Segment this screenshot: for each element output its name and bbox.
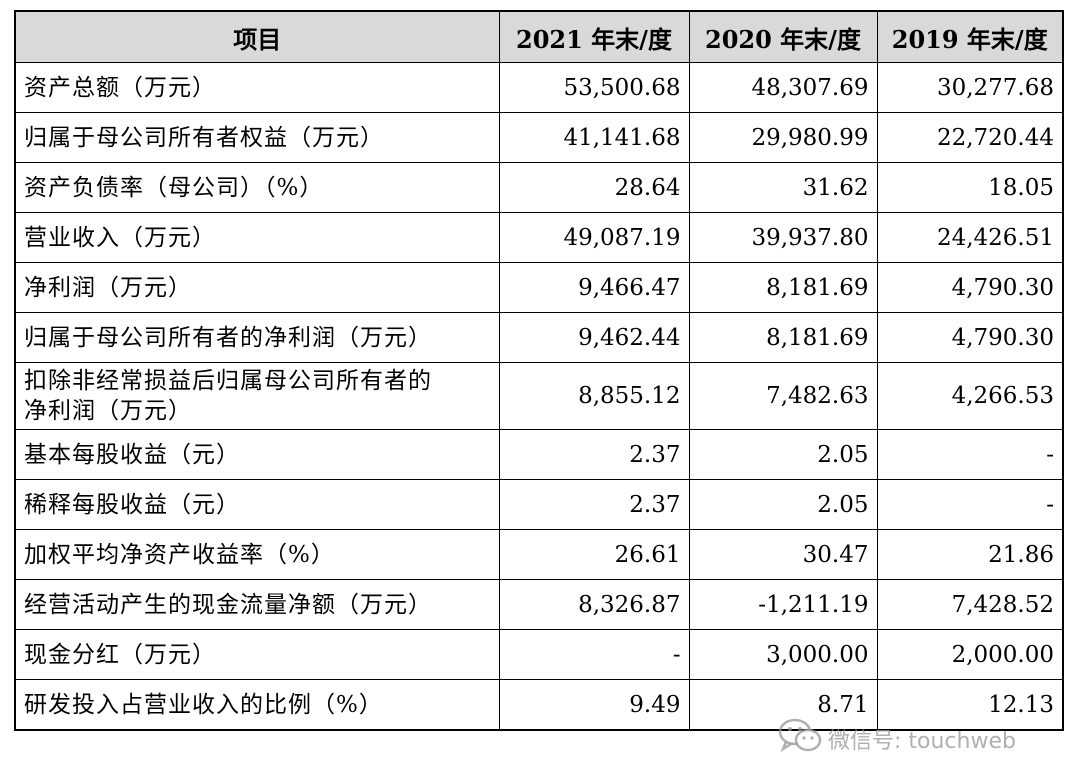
cell-2019: 22,720.44 [876,112,1064,163]
cell-2020: 8,181.69 [688,312,878,363]
cell-2019: 21.86 [876,529,1064,580]
cell-2019: - [876,479,1064,530]
cell-2021: 8,855.12 [498,362,690,430]
cell-2019: 4,790.30 [876,312,1064,363]
row-label: 研发投入占营业收入的比例（%） [14,679,500,731]
cell-2021: 9,462.44 [498,312,690,363]
cell-2021: 41,141.68 [498,112,690,163]
table-row: 归属于母公司所有者的净利润（万元） 9,462.44 8,181.69 4,79… [14,312,1064,363]
cell-2020: 29,980.99 [688,112,878,163]
cell-2021: - [498,629,690,680]
financial-summary-table: 项目 2021 年末/度 2020 年末/度 2019 年末/度 资产总额（万元… [14,10,1064,731]
cell-2021: 2.37 [498,479,690,530]
cell-2021: 53,500.68 [498,62,690,113]
row-label: 资产总额（万元） [14,62,500,113]
header-2020: 2020 年末/度 [688,10,878,63]
cell-2020: 8.71 [688,679,878,731]
table-row: 净利润（万元） 9,466.47 8,181.69 4,790.30 [14,262,1064,313]
table-row: 经营活动产生的现金流量净额（万元） 8,326.87 -1,211.19 7,4… [14,579,1064,630]
row-label-line: 扣除非经常损益后归属母公司所有者的 [24,368,432,394]
row-label: 加权平均净资产收益率（%） [14,529,500,580]
row-label: 净利润（万元） [14,262,500,313]
cell-2020: -1,211.19 [688,579,878,630]
cell-2019: 18.05 [876,162,1064,213]
row-label: 归属于母公司所有者的净利润（万元） [14,312,500,363]
table-row: 营业收入（万元） 49,087.19 39,937.80 24,426.51 [14,212,1064,263]
cell-2021: 26.61 [498,529,690,580]
row-label: 扣除非经常损益后归属母公司所有者的 净利润（万元） [14,362,500,430]
cell-2020: 48,307.69 [688,62,878,113]
cell-2021: 2.37 [498,429,690,480]
cell-2019: 2,000.00 [876,629,1064,680]
table-row: 稀释每股收益（元） 2.37 2.05 - [14,479,1064,530]
table-row: 现金分红（万元） - 3,000.00 2,000.00 [14,629,1064,680]
watermark-text: 微信号: touchweb [828,729,1016,754]
cell-2021: 8,326.87 [498,579,690,630]
cell-2019: - [876,429,1064,480]
wechat-icon [778,716,824,762]
row-label: 营业收入（万元） [14,212,500,263]
cell-2021: 9.49 [498,679,690,731]
cell-2019: 24,426.51 [876,212,1064,263]
row-label: 资产负债率（母公司）（%） [14,162,500,213]
header-row: 项目 2021 年末/度 2020 年末/度 2019 年末/度 [14,10,1064,63]
table-row: 资产负债率（母公司）（%） 28.64 31.62 18.05 [14,162,1064,213]
cell-2020: 2.05 [688,479,878,530]
cell-2021: 28.64 [498,162,690,213]
cell-2019: 4,790.30 [876,262,1064,313]
header-item: 项目 [14,10,500,63]
cell-2020: 8,181.69 [688,262,878,313]
header-2021: 2021 年末/度 [498,10,690,63]
row-label: 稀释每股收益（元） [14,479,500,530]
wechat-watermark: 微信号: touchweb [778,716,1016,762]
table-row: 资产总额（万元） 53,500.68 48,307.69 30,277.68 [14,62,1064,113]
row-label: 归属于母公司所有者权益（万元） [14,112,500,163]
table-row: 归属于母公司所有者权益（万元） 41,141.68 29,980.99 22,7… [14,112,1064,163]
table-row: 研发投入占营业收入的比例（%） 9.49 8.71 12.13 [14,679,1064,731]
row-label: 经营活动产生的现金流量净额（万元） [14,579,500,630]
cell-2020: 30.47 [688,529,878,580]
table-row: 加权平均净资产收益率（%） 26.61 30.47 21.86 [14,529,1064,580]
cell-2020: 39,937.80 [688,212,878,263]
cell-2020: 2.05 [688,429,878,480]
row-label: 现金分红（万元） [14,629,500,680]
cell-2021: 49,087.19 [498,212,690,263]
cell-2019: 4,266.53 [876,362,1064,430]
cell-2020: 31.62 [688,162,878,213]
cell-2021: 9,466.47 [498,262,690,313]
cell-2019: 30,277.68 [876,62,1064,113]
cell-2020: 7,482.63 [688,362,878,430]
table-row: 基本每股收益（元） 2.37 2.05 - [14,429,1064,480]
cell-2020: 3,000.00 [688,629,878,680]
row-label: 基本每股收益（元） [14,429,500,480]
cell-2019: 7,428.52 [876,579,1064,630]
table-row: 扣除非经常损益后归属母公司所有者的 净利润（万元） 8,855.12 7,482… [14,362,1064,430]
cell-2019: 12.13 [876,679,1064,731]
header-2019: 2019 年末/度 [876,10,1064,63]
row-label-line: 净利润（万元） [24,398,192,424]
